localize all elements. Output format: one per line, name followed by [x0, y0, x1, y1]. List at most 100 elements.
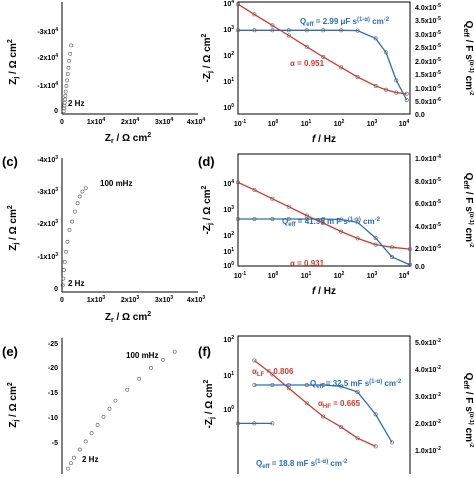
panel-c-points: [60, 186, 88, 288]
panel-b-ytick-1: 101: [223, 77, 234, 86]
panel-b-series-1-point: [383, 50, 388, 55]
panel-d-series-1-point: [270, 217, 275, 222]
panel-e-point: [137, 376, 142, 381]
panel-a-point: [64, 84, 69, 88]
panel-a-xtick-0: 0: [60, 119, 64, 126]
panel-c-annotation-100mhz: 100 mHz: [100, 179, 132, 188]
panel-a-ytick-1: -1x104: [37, 81, 58, 90]
panel-d-series-1-point: [355, 220, 360, 225]
panel-d-series-1-point: [286, 217, 291, 222]
panel-d-frame: [237, 153, 411, 267]
panel-e-points: [66, 349, 177, 471]
panel-b-series-0-point: [304, 44, 309, 49]
panel-d-ytick-0: 100: [223, 261, 234, 270]
panel-b-series-0-point: [373, 83, 378, 88]
panel-d-series-0-point: [339, 229, 344, 234]
panel-b-alpha-label: α = 0.951: [290, 59, 325, 68]
panel-b-ytick-2: 102: [223, 51, 234, 60]
panel-f-series: [236, 358, 394, 449]
panel-b-xtick-5: 104: [399, 119, 410, 128]
panel-f-ytick-0: 100: [223, 405, 234, 414]
panel-e-label: (e): [2, 344, 18, 359]
panel-c-xlabel: Zr / Ω cm2: [105, 311, 151, 324]
panel-a-point: [61, 109, 66, 114]
panel-b-xtick-2: 101: [301, 119, 312, 128]
panel-e-point: [69, 461, 73, 466]
panel-a-points: [61, 43, 74, 114]
panel-d-xtick-5: 104: [399, 271, 410, 280]
panel-e-point: [149, 365, 153, 370]
panel-b-series: [236, 2, 409, 103]
panel-f-series-0-point: [252, 358, 257, 363]
panel-b-series-1-point: [373, 36, 378, 41]
panel-a-ylabel: Zj / Ω cm2: [7, 39, 20, 85]
panel-d-ytick-2: 102: [223, 231, 234, 240]
panel-b-series-0-point: [355, 75, 360, 80]
panel-b-rtick-1: 5.0x10-6: [415, 97, 441, 106]
panel-a-xtick-3: 3x104: [155, 117, 174, 126]
panel-f: (f) 102 101 100 5.0x10-2 4.0x10-2 3.0x10…: [198, 335, 474, 477]
panel-e-point: [66, 466, 70, 471]
panel-b-qeff-label: Qeff = 2.99 μF s(1-α) cm-2: [300, 17, 390, 28]
panel-d-label: (d): [198, 154, 215, 169]
panel-d-xtick-2: 101: [301, 271, 312, 280]
panel-b-rtick-8: 4.0x10-5: [415, 3, 441, 12]
panel-e-point: [83, 439, 88, 444]
panel-b-series-0-point: [321, 54, 326, 59]
panel-e-annotation-2hz: 2 Hz: [82, 455, 98, 464]
panel-e-ytick-2: -15: [48, 390, 58, 397]
panel-e-point: [172, 349, 177, 354]
panel-b-series-0-point: [404, 91, 409, 96]
panel-d-series-0-point: [373, 242, 378, 247]
panel-a-ytick-0: 0: [54, 108, 58, 115]
panel-d-series: [236, 180, 412, 267]
panel-b-series-1-point: [404, 98, 409, 103]
panel-d-series-1-point: [236, 217, 241, 222]
panel-d-alpha-label: α = 0.931: [290, 259, 325, 268]
panel-b-series-1-point: [394, 78, 399, 83]
panel-b-series-0-point: [270, 23, 275, 28]
panel-b-rtick-2: 1.0x10-5: [415, 84, 441, 93]
panel-b-series-0-point: [339, 65, 344, 70]
panel-d-xtick-1: 100: [268, 271, 279, 280]
panel-b-series-0-point: [252, 12, 257, 17]
panel-b-series-1-point: [339, 28, 344, 33]
panel-f-rtick-5: 5.0x10-2: [415, 338, 441, 347]
panel-b-rtick-5: 2.5x10-5: [415, 43, 441, 52]
panel-f-series-0-point: [270, 372, 275, 377]
panel-f-series-1-point: [286, 382, 291, 387]
panel-e-annotation-100mhz: 100 mHz: [126, 351, 158, 360]
panel-b-xlabel: f / Hz: [312, 134, 336, 145]
panel-a-point: [65, 72, 70, 76]
panel-d-rtick-2: 4.0x10-5: [415, 222, 441, 231]
panel-d-rtick-1: 2.0x10-5: [415, 244, 441, 253]
panel-f-ylabel: -Zj / Ω cm2: [203, 379, 216, 428]
panel-e-ytick-1: -20: [48, 365, 58, 372]
panel-d: (d) 104 103 102 101 100 10-1 100 101 102…: [198, 153, 474, 297]
panel-a-point: [63, 89, 68, 94]
panel-c-annotation-2hz: 2 Hz: [68, 279, 84, 288]
panel-b-xtick-1: 100: [268, 119, 279, 128]
panel-a-point: [65, 78, 70, 83]
panel-b-rtick-3: 1.5x10-5: [415, 70, 441, 79]
panel-a-point: [62, 106, 66, 111]
panel-d-rtick-0: 0.0: [415, 264, 425, 271]
panel-f-series-1-point: [270, 382, 275, 387]
panel-f-alpha-hf-label: αHF = 0.665: [318, 399, 361, 410]
panel-c-ylabel: Zj / Ω cm2: [7, 205, 20, 251]
panel-f-ylabel-right: Qeff / F s(α-1) cm-2: [462, 373, 474, 448]
panel-f-ytick-1: 101: [223, 371, 234, 380]
panel-f-rtick-1: 1.0x10-2: [415, 446, 441, 455]
panel-a: 0 -1x104 -2x104 -3x104 0 1x104 2x104 3x1…: [7, 2, 205, 145]
panel-c-point: [62, 268, 66, 273]
panel-f-series-0-point: [373, 444, 378, 449]
panel-c-point: [75, 201, 80, 206]
panel-c-point: [60, 283, 65, 288]
panel-d-rtick-3: 6.0x10-5: [415, 199, 441, 208]
panel-c-point: [70, 219, 75, 224]
panel-b-series-1-point: [270, 28, 275, 33]
panel-f-series-0-point: [355, 436, 360, 441]
panel-c-ytick-2: -2x103: [37, 219, 58, 228]
